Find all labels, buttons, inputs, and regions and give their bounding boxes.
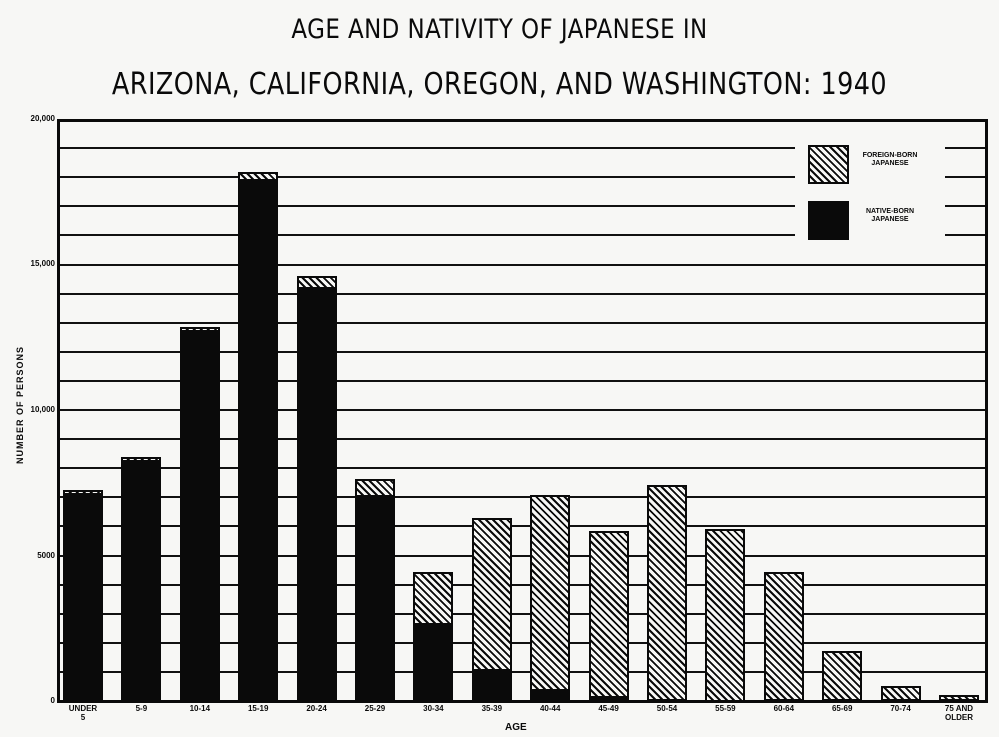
gridline: [57, 234, 988, 237]
y-tick-15000: 15,000: [30, 259, 55, 268]
gridline: [57, 438, 988, 441]
bar-segment-native-born: [63, 494, 103, 701]
x-tick-label: 75 AND OLDER: [944, 704, 974, 722]
gridline: [57, 525, 988, 528]
y-tick-20000: 20,000: [30, 114, 55, 123]
bar-50-54: [647, 485, 687, 702]
bar-60-64: [763, 572, 804, 701]
bar-segment-foreign-born: [822, 650, 863, 701]
bar-35-39: [471, 517, 512, 701]
x-tick-label: 55-59: [715, 704, 736, 713]
bar-segment-foreign-born: [63, 490, 103, 496]
gridline: [57, 496, 988, 499]
bar-segment-native-born: [121, 460, 162, 701]
x-tick-label: 40-44: [539, 704, 561, 713]
gridline: [57, 583, 988, 586]
bar-15-19: [238, 171, 279, 701]
bar-segment-foreign-born: [588, 531, 629, 699]
x-axis-label: AGE: [505, 722, 527, 733]
bar-segment-foreign-born: [705, 529, 746, 702]
bar-under-5: [63, 490, 103, 701]
bar-segment-native-born: [413, 623, 454, 701]
x-tick-label: 45-49: [598, 704, 619, 713]
gridline: [57, 409, 988, 411]
legend-foreign-swatch: [808, 145, 849, 184]
gridline: [57, 350, 988, 353]
bar-5-9: [121, 457, 162, 701]
y-tick-10000: 10,000: [30, 405, 55, 414]
x-tick-label: 30-34: [423, 704, 444, 713]
bar-segment-native-born: [588, 697, 629, 701]
bar-segment-foreign-born: [355, 478, 395, 497]
x-tick-label: 5-9: [135, 704, 148, 713]
bar-segment-foreign-born: [179, 327, 220, 333]
bar-70-74: [880, 685, 921, 701]
bar-segment-foreign-born: [413, 572, 454, 625]
bar-segment-native-born: [647, 700, 687, 701]
x-tick-label: 20-24: [306, 704, 327, 713]
gridline: [57, 205, 988, 208]
bar-segment-native-born: [238, 180, 279, 701]
legend-native-swatch: [808, 201, 849, 240]
bar-segment-native-born: [471, 669, 512, 701]
gridline: [57, 263, 988, 266]
x-axis-line: [57, 700, 988, 703]
x-tick-label: 65-69: [831, 704, 853, 713]
x-tick-label: UNDER 5: [68, 704, 98, 722]
x-tick-label: 50-54: [656, 704, 678, 713]
x-tick-label: 10-14: [189, 704, 211, 713]
gridline: [57, 641, 988, 644]
bar-40-44: [530, 494, 571, 701]
bar-segment-foreign-born: [471, 517, 512, 671]
bar-segment-native-born: [179, 331, 220, 701]
bar-segment-foreign-born: [530, 494, 571, 691]
bar-segment-foreign-born: [763, 572, 804, 701]
bar-75-and-older: [939, 694, 979, 701]
bar-20-24: [296, 276, 337, 701]
bar-55-59: [705, 529, 746, 702]
plot-area: [57, 119, 988, 701]
gridline: [57, 176, 988, 179]
x-tick-label: 35-39: [481, 704, 503, 713]
bar-25-29: [355, 478, 395, 701]
legend-foreign-label: FOREIGN-BORN JAPANESE: [862, 152, 918, 167]
gridline: [57, 612, 988, 615]
y-axis-label: NUMBER OF PERSONS: [15, 346, 25, 465]
y-tick-0: 0: [50, 696, 55, 705]
legend-native-label: NATIVE-BORN JAPANESE: [865, 208, 915, 223]
bar-segment-foreign-born: [238, 171, 279, 182]
bar-segment-native-born: [355, 495, 395, 701]
x-tick-label: 15-19: [247, 704, 269, 713]
bar-segment-native-born: [530, 689, 571, 701]
y-tick-5000: 5000: [37, 551, 55, 560]
bar-segment-foreign-born: [939, 694, 979, 701]
gridline: [57, 670, 988, 673]
chart-title-line-2: ARIZONA, CALIFORNIA, OREGON, AND WASHING…: [111, 67, 888, 102]
bar-65-69: [822, 650, 863, 701]
bar-segment-foreign-born: [647, 485, 687, 702]
bar-10-14: [179, 327, 220, 701]
x-tick-label: 60-64: [773, 704, 795, 713]
bar-segment-native-born: [296, 287, 337, 701]
bar-30-34: [413, 572, 454, 701]
gridline: [57, 321, 988, 324]
x-tick-label: 25-29: [364, 704, 386, 713]
bar-45-49: [588, 531, 629, 701]
x-tick-label: 70-74: [890, 704, 911, 713]
chart-title-line-1: AGE AND NATIVITY OF JAPANESE IN: [291, 14, 708, 45]
gridline: [57, 467, 988, 470]
bar-segment-foreign-born: [880, 685, 921, 701]
gridline: [57, 147, 988, 150]
gridline: [57, 379, 988, 382]
gridline: [57, 292, 988, 295]
gridline: [57, 554, 988, 557]
